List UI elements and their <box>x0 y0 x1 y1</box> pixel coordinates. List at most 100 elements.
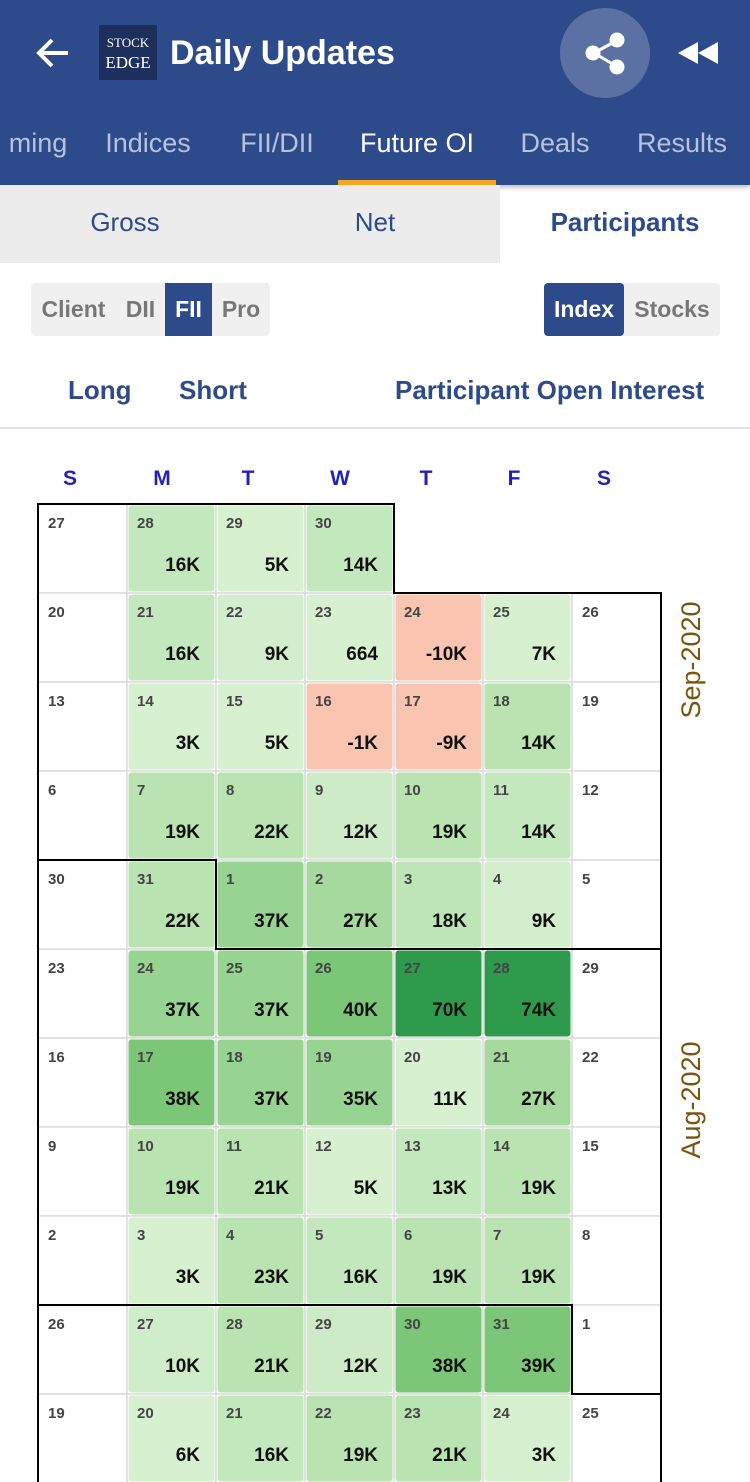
day-number: 20 <box>48 604 65 621</box>
cell-value: 27K <box>343 911 378 932</box>
cell-value: 9K <box>532 911 557 932</box>
cell <box>217 1039 304 1126</box>
cell-value: 14K <box>343 555 378 576</box>
day-number: 19 <box>582 693 599 710</box>
participant-option[interactable]: DII <box>125 296 156 322</box>
participant-option[interactable]: Pro <box>221 296 261 322</box>
cell-value: -10K <box>426 644 467 665</box>
tab[interactable]: Deals <box>520 128 590 158</box>
cell-value: 37K <box>254 1000 289 1021</box>
cell-value: 12K <box>343 822 378 843</box>
cell-value: 39K <box>521 1356 556 1377</box>
day-number: 4 <box>226 1227 235 1244</box>
cell-value: -1K <box>347 733 378 754</box>
cell-border <box>571 1393 662 1482</box>
month-border <box>38 1304 661 1395</box>
back-button[interactable] <box>36 38 68 68</box>
segment-option[interactable]: Stocks <box>634 296 710 322</box>
cell-border <box>571 770 662 861</box>
day-number: 3 <box>404 871 412 888</box>
weekday: S <box>63 467 77 490</box>
cell <box>484 772 571 859</box>
day-number: 25 <box>493 604 510 621</box>
day-number: 4 <box>493 871 502 888</box>
cell-value: 18K <box>432 911 467 932</box>
month-label: Aug-2020 <box>676 1041 706 1158</box>
day-number: 21 <box>226 1405 243 1422</box>
cell <box>484 1306 571 1393</box>
day-number: 6 <box>404 1227 412 1244</box>
cell <box>395 950 482 1037</box>
day-number: 13 <box>404 1138 421 1155</box>
day-number: 30 <box>404 1316 421 1333</box>
link[interactable]: Participant Open Interest <box>395 375 705 405</box>
cell <box>217 950 304 1037</box>
cell <box>484 683 571 770</box>
cell <box>217 1217 304 1304</box>
cell <box>217 505 304 592</box>
cell-value: 74K <box>521 1000 556 1021</box>
tab[interactable]: Future OI <box>359 128 475 158</box>
cell-border <box>37 1126 128 1217</box>
cell-value: 19K <box>432 822 467 843</box>
day-number: 27 <box>137 1316 154 1333</box>
cell <box>217 594 304 681</box>
weekday: M <box>153 467 171 490</box>
link[interactable]: Short <box>179 375 247 405</box>
cell <box>395 683 482 770</box>
cell-value: 37K <box>165 1000 200 1021</box>
cell-value: 3K <box>176 733 201 754</box>
cell-border <box>571 859 662 950</box>
cell <box>306 1128 393 1215</box>
segment-option[interactable]: Index <box>544 283 624 336</box>
day-number: 14 <box>493 1138 510 1155</box>
cell-value: 35K <box>343 1089 378 1110</box>
cell-value: 664 <box>346 644 378 665</box>
weekday: T <box>242 467 255 490</box>
day-number: 24 <box>493 1405 510 1422</box>
participant-option[interactable]: Client <box>41 296 106 322</box>
day-number: 19 <box>48 1405 65 1422</box>
day-number: 23 <box>315 604 332 621</box>
cell <box>128 594 215 681</box>
rewind-button[interactable] <box>678 42 718 64</box>
day-number: 25 <box>226 960 243 977</box>
day-number: 2 <box>315 871 323 888</box>
cell-value: 70K <box>432 1000 467 1021</box>
sub-tab[interactable]: Net <box>354 207 396 237</box>
cell-value: 23K <box>254 1267 289 1288</box>
cell <box>217 861 304 948</box>
day-number: 26 <box>315 960 332 977</box>
cell <box>395 772 482 859</box>
day-number: 17 <box>404 693 421 710</box>
cell <box>484 1395 571 1482</box>
day-number: 20 <box>137 1405 154 1422</box>
tab[interactable]: Results <box>636 128 728 158</box>
day-number: 27 <box>404 960 421 977</box>
sub-tab[interactable]: Gross <box>90 207 160 237</box>
day-number: 29 <box>582 960 599 977</box>
tab[interactable]: ming <box>8 128 68 158</box>
cell <box>217 683 304 770</box>
month-border <box>38 859 661 950</box>
cell <box>306 950 393 1037</box>
day-number: 27 <box>48 515 65 532</box>
cell-value: 19K <box>432 1267 467 1288</box>
logo-text: STOCK <box>107 35 150 50</box>
participant-option[interactable]: FII <box>165 283 212 336</box>
sub-tab[interactable]: Participants <box>550 207 700 237</box>
cell <box>395 1395 482 1482</box>
day-number: 18 <box>493 693 510 710</box>
day-number: 24 <box>404 604 421 621</box>
tab[interactable]: FII/DII <box>240 128 314 158</box>
cell-border <box>37 948 128 1039</box>
day-number: 5 <box>582 871 590 888</box>
tab[interactable]: Indices <box>105 128 191 158</box>
day-number: 14 <box>137 693 154 710</box>
cell-border <box>37 1037 128 1128</box>
cell-value: 5K <box>265 733 290 754</box>
link[interactable]: Long <box>68 375 132 405</box>
day-number: 16 <box>48 1049 65 1066</box>
cell-border <box>37 770 128 861</box>
share-button[interactable] <box>560 8 650 98</box>
